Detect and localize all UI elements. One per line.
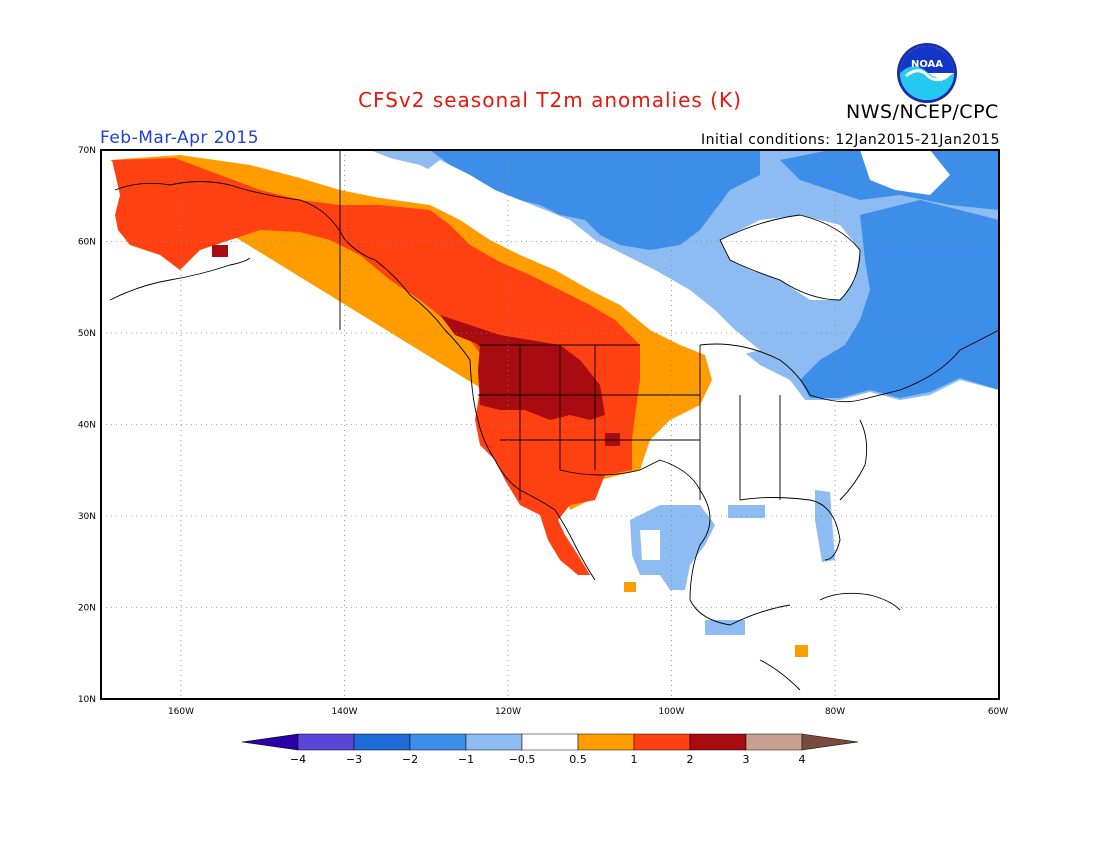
colorbar-swatch [745,733,803,751]
colorbar-label: −4 [290,753,306,766]
northwest-dark-red [440,315,605,420]
lon-labels: 160W 140W 120W 100W 80W 60W [168,707,1008,717]
colorbar-swatch [521,733,579,751]
lon-label: 100W [658,707,684,717]
colorbar-swatch [633,733,691,751]
central-america-cold [705,620,745,635]
lon-label: 120W [495,707,521,717]
canada-white-gap [420,160,760,355]
initial-conditions-label: Initial conditions: 12Jan2015-21Jan2015 [701,132,1000,148]
colorbar-swatch [297,733,355,751]
mexico-orange [624,582,636,592]
lat-label: 10N [78,695,96,705]
colorbar-label: −2 [402,753,418,766]
colorbar-label: −3 [346,753,362,766]
lat-labels: 70N 60N 50N 40N 30N 20N 10N [78,146,96,705]
lat-label: 50N [78,329,96,339]
noaa-logo-icon: NOAA [897,43,957,103]
lat-label: 30N [78,512,96,522]
colorbar: −4 −3 −2 −1 −0.5 0.5 1 2 3 4 [241,733,859,766]
texas-dark-red [605,433,620,446]
lat-label: 70N [78,146,96,156]
logo-text: NOAA [911,59,943,70]
lon-label: 80W [825,707,845,717]
colorbar-label: 3 [743,753,750,766]
colorbar-swatch [241,733,299,751]
colorbar-label: −0.5 [509,753,536,766]
colorbar-label: 2 [687,753,694,766]
colorbar-label: 1 [631,753,638,766]
colorbar-swatch [801,733,859,751]
colorbar-swatch [353,733,411,751]
lon-label: 140W [331,707,357,717]
coastlines [109,150,999,691]
texas-cold-region [630,505,715,590]
colorbar-label: −1 [458,753,474,766]
colorbar-swatch [465,733,523,751]
lon-label: 60W [988,707,1008,717]
alaska-dark-red [212,245,228,257]
map-frame [100,149,1000,700]
hudson-bay-white [720,215,860,300]
lat-label: 20N [78,604,96,614]
colorbar-label: 0.5 [569,753,587,766]
lon-label: 160W [168,707,194,717]
florida-cold-patch [728,505,765,518]
honduras-orange [795,645,808,657]
anomaly-fields [101,150,999,699]
colorbar-swatch [689,733,747,751]
colorbar-swatch [577,733,635,751]
lat-label: 60N [78,238,96,248]
lat-label: 40N [78,421,96,431]
southeast-cold-patch [815,490,835,562]
map-title: CFSv2 seasonal T2m anomalies (K) [358,88,742,112]
greenland-white [860,150,950,195]
canada-medium-cold [430,150,760,250]
colorbar-swatch [409,733,467,751]
organization-label: NWS/NCEP/CPC [846,101,999,123]
colorbar-label: 4 [799,753,806,766]
quebec-cold [800,200,999,398]
season-label: Feb-Mar-Apr 2015 [100,128,260,148]
texas-white-hole [640,530,660,560]
